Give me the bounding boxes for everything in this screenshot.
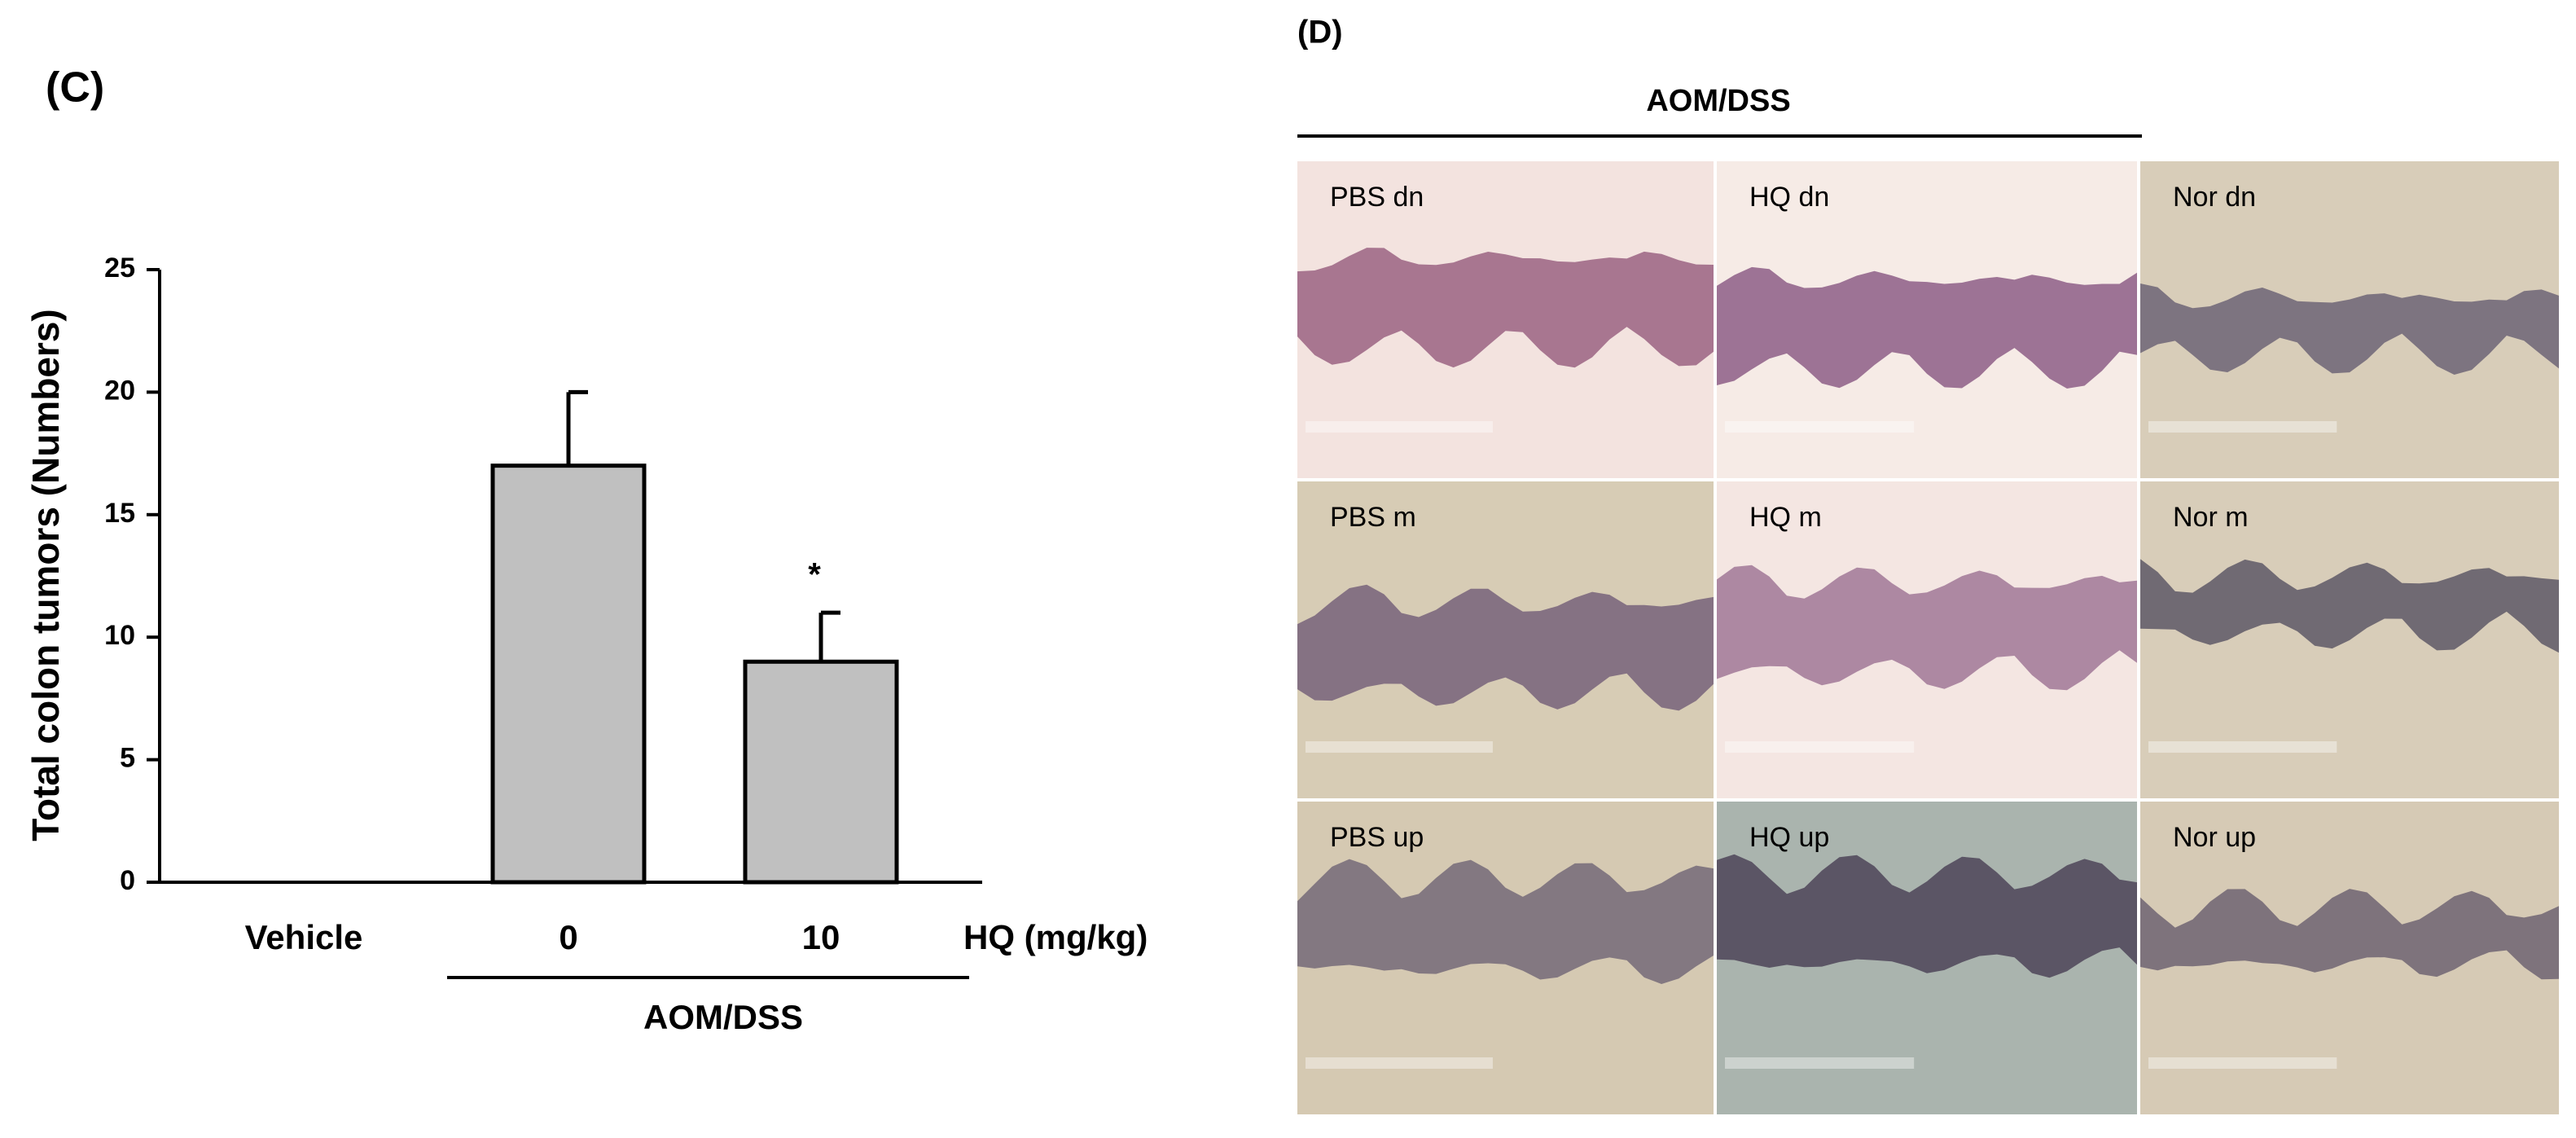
x-tick-label: 0 [559,918,577,956]
image-label: PBS m [1330,502,1416,533]
y-tick-label: 25 [104,253,135,283]
tissue [1717,565,2137,691]
error-bar [566,389,588,466]
glare [1306,741,1493,753]
panel-label: (D) [1297,15,1343,51]
glare [1725,421,1915,433]
tissue [1717,854,2137,978]
x-tick-label: Vehicle [245,918,363,956]
glare [1306,421,1493,433]
tissue [2140,283,2559,375]
glare [1306,1057,1493,1069]
error-bar [818,610,840,662]
group-label: AOM/DSS [1646,84,1790,118]
x-tick-label: 10 [802,918,840,956]
tissue [1717,266,2137,389]
bar-chart: 0 5 10 15 20 25 Vehicle 0 10 * [104,253,982,956]
glare [1725,741,1915,753]
x-axis-label: HQ (mg/kg) [963,918,1148,956]
glare [2148,421,2337,433]
image-label: Nor m [2173,502,2249,533]
image-label: Nor dn [2173,182,2256,213]
image-label: HQ dn [1749,182,1829,213]
image-label: HQ m [1749,502,1822,533]
tissue [1297,859,1714,984]
y-tick-label: 5 [120,743,135,774]
image-label: Nor up [2173,822,2256,853]
glare [2148,1057,2337,1069]
tissue [1297,248,1714,368]
bar [490,464,647,885]
image-label: PBS dn [1330,182,1424,213]
glare [1725,1057,1915,1069]
annotation: * [808,557,821,593]
glare [2148,741,2337,753]
bar [743,659,899,885]
tissue [1297,584,1714,711]
tissue [2140,559,2559,653]
image-label: PBS up [1330,822,1424,853]
y-axis-label: Total colon tumors (Numbers) [24,309,67,841]
tissue [2140,889,2559,980]
y-tick-label: 20 [104,375,135,406]
y-tick-label: 15 [104,498,135,529]
image-label: HQ up [1749,822,1829,853]
histology-grid: PBS dn HQ dn Nor dn PBS m HQ m Nor m PBS up HQ … [1297,161,2559,1114]
panel-label: (C) [46,64,104,112]
y-tick-label: 10 [104,620,135,651]
y-tick-label: 0 [120,865,135,896]
group-label: AOM/DSS [643,998,803,1036]
